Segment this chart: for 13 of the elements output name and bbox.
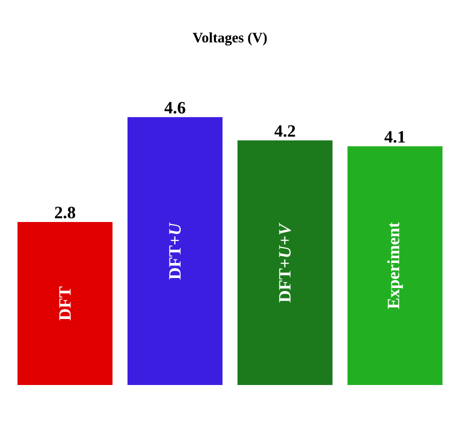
- x-tick-label: DFT+U: [169, 222, 181, 280]
- data-label: 2.8: [54, 206, 76, 218]
- bar: [128, 117, 222, 385]
- x-tick-label: Experiment: [387, 222, 403, 309]
- bar: [348, 146, 442, 385]
- data-label: 4.6: [164, 102, 186, 114]
- data-label: 4.1: [384, 131, 405, 143]
- x-tick-label: DFT+U+V: [279, 222, 291, 302]
- chart-title: Voltages (V): [192, 32, 267, 46]
- x-tick-label: DFT: [59, 286, 71, 320]
- bar: [18, 222, 112, 385]
- bar: [238, 140, 332, 385]
- data-label: 4.2: [274, 125, 296, 137]
